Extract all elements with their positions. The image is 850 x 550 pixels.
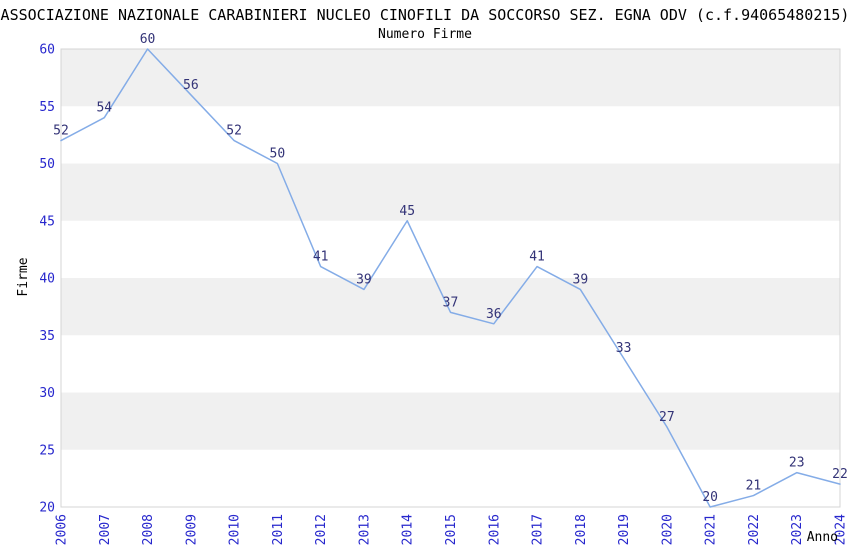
x-tick-label-2012: 2012 xyxy=(314,514,329,545)
point-label-2024: 22 xyxy=(832,467,848,482)
x-tick-label-2023: 2023 xyxy=(790,514,805,545)
point-label-2008: 60 xyxy=(140,32,156,47)
point-label-2018: 39 xyxy=(573,272,589,287)
point-label-2017: 41 xyxy=(529,250,545,265)
x-tick-label-2022: 2022 xyxy=(747,514,762,545)
x-tick-label-2020: 2020 xyxy=(660,514,675,545)
x-tick-label-2006: 2006 xyxy=(55,514,70,545)
point-label-2022: 21 xyxy=(746,479,762,494)
data-line xyxy=(60,48,841,508)
x-tick-label-2007: 2007 xyxy=(98,514,113,545)
point-label-2014: 45 xyxy=(399,204,415,219)
x-tick-label-2009: 2009 xyxy=(184,514,199,545)
point-label-2023: 23 xyxy=(789,456,805,471)
point-label-2011: 50 xyxy=(270,147,286,162)
x-tick-label-2017: 2017 xyxy=(531,514,546,545)
y-tick-label-50: 50 xyxy=(39,157,55,172)
y-tick-label-60: 60 xyxy=(39,43,55,58)
y-axis-title: Firme xyxy=(16,257,31,296)
y-tick-label-25: 25 xyxy=(39,443,55,458)
x-tick-label-2008: 2008 xyxy=(141,514,156,545)
y-tick-label-55: 55 xyxy=(39,100,55,115)
plot-border xyxy=(60,48,841,508)
grid-band xyxy=(61,278,840,336)
x-tick-label-2016: 2016 xyxy=(487,514,502,545)
point-label-2019: 33 xyxy=(616,341,632,356)
point-label-2010: 52 xyxy=(226,124,242,139)
grid-band xyxy=(61,392,840,450)
x-tick-label-2019: 2019 xyxy=(617,514,632,545)
y-tick-label-30: 30 xyxy=(39,386,55,401)
point-label-2016: 36 xyxy=(486,307,502,322)
x-tick-label-2021: 2021 xyxy=(704,514,719,545)
x-tick-label-2014: 2014 xyxy=(401,514,416,545)
y-tick-label-20: 20 xyxy=(39,501,55,516)
x-tick-label-2011: 2011 xyxy=(271,514,286,545)
point-label-2007: 54 xyxy=(96,101,112,116)
x-axis-title: Anno xyxy=(807,530,838,545)
y-tick-label-35: 35 xyxy=(39,329,55,344)
point-label-2013: 39 xyxy=(356,272,372,287)
chart-subtitle: Numero Firme xyxy=(378,27,472,42)
x-tick-label-2018: 2018 xyxy=(574,514,589,545)
x-tick-label-2013: 2013 xyxy=(357,514,372,545)
y-tick-label-40: 40 xyxy=(39,272,55,287)
point-label-2012: 41 xyxy=(313,250,329,265)
x-tick-label-2010: 2010 xyxy=(228,514,243,545)
x-tick-label-2024: 2024 xyxy=(834,514,849,545)
y-tick-label-45: 45 xyxy=(39,214,55,229)
grid-band xyxy=(61,163,840,221)
point-label-2021: 20 xyxy=(702,490,718,505)
point-label-2015: 37 xyxy=(443,295,459,310)
x-tick-label-2015: 2015 xyxy=(444,514,459,545)
chart-title: ASSOCIAZIONE NAZIONALE CARABINIERI NUCLE… xyxy=(0,6,850,24)
point-label-2009: 56 xyxy=(183,78,199,93)
point-label-2020: 27 xyxy=(659,410,675,425)
grid-band xyxy=(61,49,840,107)
point-label-2006: 52 xyxy=(53,124,69,139)
